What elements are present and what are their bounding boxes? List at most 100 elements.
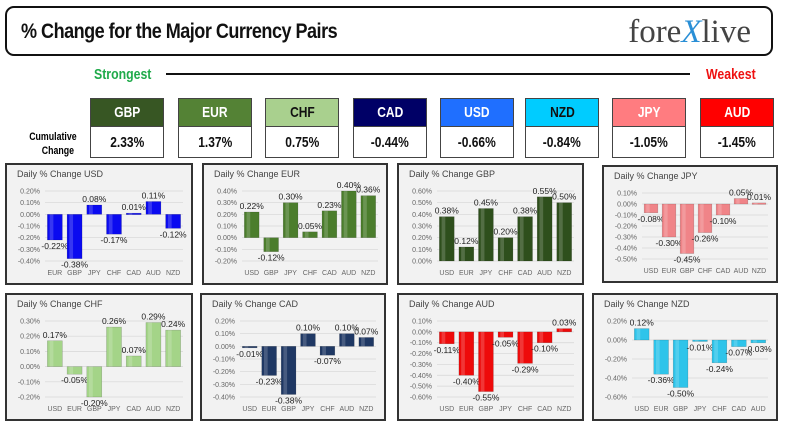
y-tick-label: 0.10% bbox=[20, 200, 40, 207]
bar-highlight bbox=[108, 214, 113, 235]
data-label: 0.12% bbox=[630, 318, 655, 328]
y-tick-label: 0.30% bbox=[412, 224, 432, 231]
x-tick-label: JPY bbox=[88, 270, 101, 277]
y-tick-label: -0.10% bbox=[410, 340, 432, 347]
chart-title: Daily % Change USD bbox=[17, 169, 104, 179]
bar-highlight bbox=[108, 327, 113, 367]
currency-box-usd: USD -0.66% bbox=[440, 98, 514, 158]
bar-jpy bbox=[692, 339, 708, 342]
bar-nzd bbox=[165, 329, 181, 367]
data-label: -0.55% bbox=[472, 393, 499, 403]
bar-highlight bbox=[322, 346, 326, 356]
data-label: 0.24% bbox=[161, 319, 186, 329]
x-tick-label: CHF bbox=[320, 406, 334, 413]
bar-highlight bbox=[682, 204, 686, 254]
y-tick-label: -0.30% bbox=[410, 362, 432, 369]
bar-chf bbox=[497, 237, 514, 262]
bar-highlight bbox=[480, 208, 485, 261]
bar-jpy bbox=[497, 331, 514, 338]
forexlive-logo: foreXlive bbox=[628, 14, 751, 50]
data-label: 0.11% bbox=[142, 191, 166, 201]
x-tick-label: CAD bbox=[322, 270, 337, 277]
chart-title: Daily % Change JPY bbox=[614, 171, 698, 181]
data-label: -0.10% bbox=[710, 216, 737, 226]
currency-box-aud: AUD -1.45% bbox=[700, 98, 774, 158]
currency-cumulative-value: 0.75% bbox=[265, 127, 339, 158]
bar-jpy bbox=[106, 326, 122, 367]
x-tick-label: NZD bbox=[557, 406, 571, 413]
bar-highlight bbox=[285, 202, 290, 238]
y-tick-label: -0.40% bbox=[18, 259, 40, 266]
currency-box-jpy: JPY -1.05% bbox=[612, 98, 686, 158]
data-label: -0.07% bbox=[725, 348, 752, 358]
bar-highlight bbox=[754, 202, 758, 205]
x-tick-label: NZD bbox=[166, 406, 180, 413]
y-tick-label: 0.40% bbox=[412, 212, 432, 219]
x-tick-label: NZD bbox=[361, 270, 375, 277]
bar-eur bbox=[661, 203, 677, 238]
x-tick-label: GBP bbox=[264, 270, 279, 277]
bar-aud bbox=[750, 339, 766, 344]
bar-highlight bbox=[441, 216, 446, 261]
x-tick-label: JPY bbox=[108, 406, 121, 413]
bar-highlight bbox=[128, 213, 133, 215]
bar-chf bbox=[517, 331, 533, 364]
y-tick-label: 0.50% bbox=[412, 200, 432, 207]
data-label: -0.45% bbox=[674, 255, 701, 265]
cumulative-label-line2: Change bbox=[41, 145, 74, 157]
x-tick-label: JPY bbox=[694, 406, 707, 413]
x-tick-label: JPY bbox=[499, 406, 512, 413]
page-title: % Change for the Major Currency Pairs bbox=[21, 20, 338, 43]
x-tick-label: CAD bbox=[731, 406, 746, 413]
y-tick-label: -0.20% bbox=[215, 259, 237, 266]
bar-highlight bbox=[361, 337, 365, 347]
bar-aud bbox=[145, 322, 162, 367]
currency-code-text: USD bbox=[464, 104, 490, 121]
y-tick-label: 0.00% bbox=[20, 212, 40, 219]
currency-code-text: GBP bbox=[113, 104, 140, 121]
bar-highlight bbox=[675, 340, 680, 388]
bar-eur bbox=[653, 339, 669, 375]
currency-code-text: NZD bbox=[549, 104, 575, 121]
currency-cumulative-value: -0.44% bbox=[353, 127, 427, 158]
bar-nzd bbox=[165, 214, 181, 229]
data-label: -0.26% bbox=[692, 234, 719, 244]
y-tick-label: 0.30% bbox=[217, 200, 237, 207]
x-tick-label: CAD bbox=[126, 270, 141, 277]
x-tick-label: AUD bbox=[537, 270, 552, 277]
bar-highlight bbox=[441, 331, 446, 344]
bar-highlight bbox=[559, 328, 563, 332]
currency-box-nzd: NZD -0.84% bbox=[525, 98, 599, 158]
bar-highlight bbox=[302, 333, 307, 347]
x-tick-label: GBP bbox=[281, 406, 296, 413]
bar-highlight bbox=[167, 330, 172, 367]
y-tick-label: -0.60% bbox=[410, 395, 432, 402]
bar-gbp bbox=[86, 366, 103, 398]
data-label: 0.12% bbox=[454, 236, 479, 246]
bar-aud bbox=[339, 333, 355, 347]
chart-aud: -0.60% -0.50% -0.40% -0.30% -0.20% -0.10% 0.00… bbox=[397, 293, 584, 421]
currency-cumulative-value: -1.45% bbox=[700, 127, 774, 158]
data-label: -0.36% bbox=[648, 375, 675, 385]
strongest-label: Strongest bbox=[94, 66, 152, 83]
bar-eur bbox=[66, 366, 83, 375]
bar-cad bbox=[731, 339, 747, 347]
y-tick-label: -0.60% bbox=[605, 395, 627, 402]
data-label: -0.29% bbox=[512, 364, 539, 374]
data-label: 0.30% bbox=[279, 192, 304, 202]
data-label: -0.40% bbox=[453, 376, 480, 386]
y-tick-label: -0.20% bbox=[213, 369, 235, 376]
bar-jpy bbox=[300, 333, 316, 347]
chart-svg: -0.40% -0.30% -0.20% -0.10% 0.00% 0.10% 0.20% -… bbox=[18, 189, 187, 278]
bar-gbp bbox=[679, 203, 695, 254]
bar-highlight bbox=[167, 214, 172, 229]
bar-chf bbox=[319, 346, 336, 356]
bar-highlight bbox=[500, 331, 505, 338]
currency-value-text: -0.66% bbox=[457, 133, 497, 151]
x-tick-label: CAD bbox=[716, 268, 731, 275]
y-tick-label: 0.00% bbox=[412, 329, 432, 336]
bar-cad bbox=[321, 210, 338, 238]
y-tick-label: 0.10% bbox=[617, 191, 637, 198]
chart-title: Daily % Change NZD bbox=[604, 299, 690, 309]
chart-title: Daily % Change CAD bbox=[212, 299, 299, 309]
